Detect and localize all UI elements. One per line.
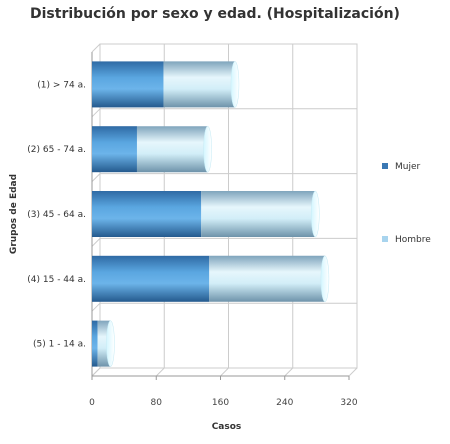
bar-segment [163, 61, 239, 108]
bar-end-cap [203, 125, 212, 173]
bar-segment [92, 320, 98, 367]
bar-segment [92, 255, 210, 302]
bar-segment [92, 61, 164, 108]
y-category-label: (2) 65 - 74 a. [27, 145, 86, 155]
wall-diagonal [91, 108, 101, 118]
bar-segment [201, 191, 320, 237]
bar-end-cap [106, 320, 115, 367]
labels: 0 80 160 240 320 Casos Grupos de Edad (1) > 74 … [9, 80, 358, 432]
y-category-label: (5) 1 - 14 a. [33, 340, 86, 350]
y-category-label: (1) > 74 a. [37, 80, 86, 90]
wall-diagonal [91, 302, 101, 312]
floor-diagonal [284, 367, 294, 377]
legend-swatch [382, 163, 388, 169]
wall-diagonal [91, 238, 101, 247]
legend: Mujer Hombre [382, 162, 431, 245]
floor-diagonal [348, 367, 358, 377]
legend-label: Hombre [395, 235, 431, 245]
legend-swatch [382, 236, 388, 242]
x-tick-label: 320 [340, 398, 357, 408]
x-tick-label: 80 [151, 398, 163, 408]
bar-segment [92, 126, 137, 173]
x-tick-label: 240 [276, 398, 293, 408]
x-tick-label: 0 [89, 398, 95, 408]
y-category-label: (4) 15 - 44 a. [27, 275, 86, 285]
wall-diagonal [91, 43, 101, 53]
legend-label: Mujer [395, 162, 421, 172]
bar-segment [92, 191, 202, 237]
bar-end-cap [311, 190, 320, 238]
wall-diagonal [91, 367, 101, 377]
wall-diagonal [91, 173, 101, 182]
y-category-label: (3) 45 - 64 a. [27, 210, 86, 220]
x-axis-title: Casos [212, 422, 242, 432]
bar-end-cap [230, 61, 240, 108]
bar-segment [209, 255, 329, 302]
x-tick-label: 160 [212, 398, 229, 408]
chart-title: Distribución por sexo y edad. (Hospitali… [30, 6, 400, 22]
floor-diagonal [155, 367, 165, 377]
bar-end-cap [320, 255, 330, 303]
bars [92, 61, 330, 367]
floor-diagonal [220, 367, 229, 377]
bar-segment [136, 126, 212, 173]
y-axis-title: Grupos de Edad [9, 174, 19, 254]
